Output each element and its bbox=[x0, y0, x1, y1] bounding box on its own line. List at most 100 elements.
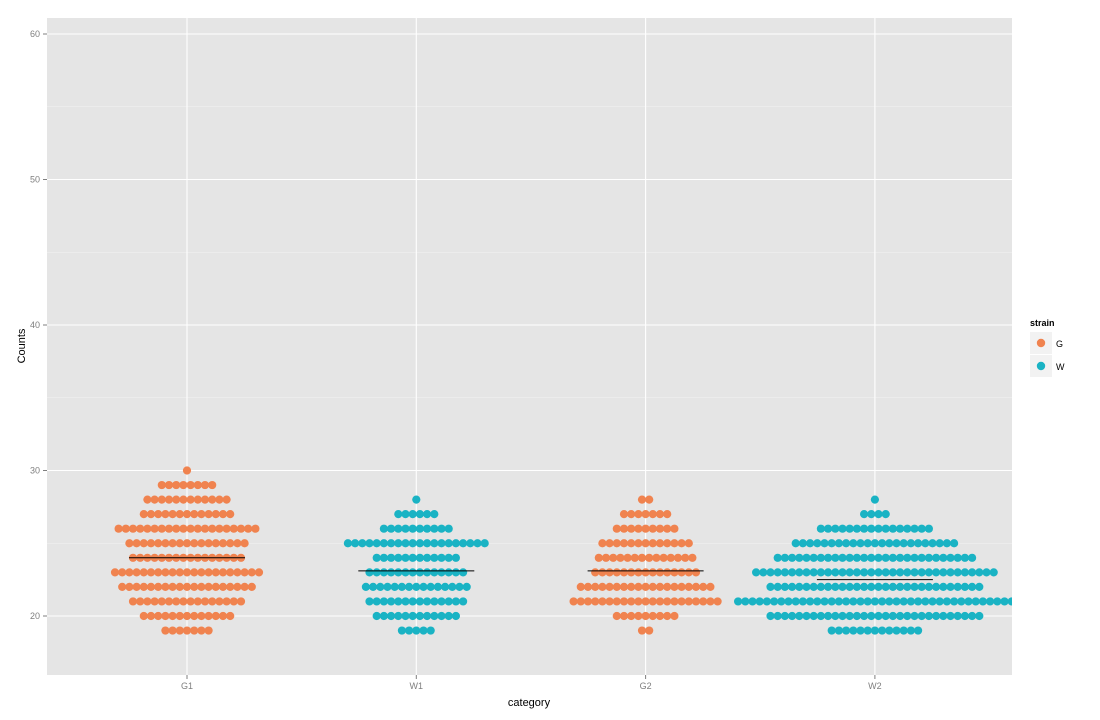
dot-w1 bbox=[459, 539, 468, 548]
dot-g1 bbox=[190, 611, 199, 621]
dot-w2 bbox=[924, 611, 934, 621]
dot-w2 bbox=[924, 524, 934, 533]
dot-w2 bbox=[989, 568, 998, 577]
dot-g1 bbox=[125, 568, 134, 577]
dot-w1 bbox=[343, 539, 352, 548]
dot-g1 bbox=[114, 524, 123, 533]
dot-w1 bbox=[415, 524, 424, 533]
legend-label-g: G bbox=[1056, 339, 1063, 349]
dot-w2 bbox=[788, 568, 797, 577]
dot-g1 bbox=[128, 524, 138, 533]
dot-g2 bbox=[637, 553, 647, 562]
dot-w2 bbox=[885, 626, 894, 635]
dot-w1 bbox=[437, 539, 446, 548]
dot-w2 bbox=[770, 597, 779, 606]
dot-g2 bbox=[648, 568, 657, 577]
dot-w1 bbox=[387, 553, 396, 562]
dot-g1 bbox=[247, 582, 256, 592]
dot-w1 bbox=[372, 539, 381, 548]
dot-w2 bbox=[935, 539, 944, 548]
dot-g2 bbox=[655, 524, 665, 533]
dot-g2 bbox=[670, 582, 679, 592]
dot-w2 bbox=[881, 553, 890, 562]
dot-g1 bbox=[139, 510, 148, 519]
dot-g1 bbox=[197, 626, 206, 635]
dot-w1 bbox=[358, 539, 367, 548]
dot-w2 bbox=[950, 539, 959, 548]
dot-w2 bbox=[888, 611, 898, 621]
dot-g1 bbox=[233, 539, 242, 548]
dot-w1 bbox=[379, 568, 388, 577]
dot-g2 bbox=[634, 597, 643, 606]
dot-g2 bbox=[612, 539, 621, 548]
dot-g2 bbox=[630, 553, 639, 562]
dot-w1 bbox=[397, 626, 406, 635]
dot-w2 bbox=[752, 568, 761, 577]
dot-w2 bbox=[910, 553, 919, 562]
dot-w2 bbox=[802, 568, 811, 577]
dot-g1 bbox=[172, 495, 181, 504]
dot-g1 bbox=[139, 539, 148, 548]
dot-g2 bbox=[673, 553, 683, 562]
dot-w2 bbox=[870, 597, 880, 606]
dot-w1 bbox=[480, 539, 489, 548]
dot-w1 bbox=[365, 539, 374, 548]
dot-w2 bbox=[924, 582, 934, 592]
dot-g1 bbox=[215, 495, 224, 504]
dot-w2 bbox=[788, 611, 797, 621]
dot-g2 bbox=[663, 597, 672, 606]
dot-g1 bbox=[193, 495, 202, 504]
y-tick-label: 30 bbox=[30, 466, 40, 476]
dot-g2 bbox=[605, 582, 614, 592]
dot-g2 bbox=[601, 553, 611, 562]
dot-w2 bbox=[903, 582, 912, 592]
dot-g2 bbox=[627, 611, 636, 621]
dot-g1 bbox=[161, 510, 170, 519]
dot-g1 bbox=[197, 510, 206, 519]
dot-g1 bbox=[168, 510, 177, 519]
dot-g2 bbox=[663, 568, 672, 577]
dot-w1 bbox=[415, 510, 424, 519]
dot-w2 bbox=[856, 597, 865, 606]
dot-g1 bbox=[179, 480, 188, 490]
dot-g1 bbox=[218, 582, 228, 592]
dot-g1 bbox=[154, 582, 163, 592]
y-tick-label: 20 bbox=[30, 611, 40, 621]
dot-g2 bbox=[641, 582, 650, 592]
dot-w2 bbox=[816, 553, 826, 562]
dot-w2 bbox=[867, 568, 876, 577]
dot-w2 bbox=[741, 597, 750, 606]
y-tick-label: 50 bbox=[30, 175, 40, 185]
dot-w1 bbox=[361, 582, 370, 592]
dot-g1 bbox=[211, 582, 220, 592]
dot-w2 bbox=[831, 582, 840, 592]
dot-g2 bbox=[706, 597, 715, 606]
dot-g1 bbox=[154, 611, 163, 621]
dot-w1 bbox=[365, 597, 374, 606]
dot-g1 bbox=[211, 568, 220, 577]
dot-g1 bbox=[132, 582, 141, 592]
dot-w2 bbox=[863, 539, 872, 548]
dot-w2 bbox=[798, 597, 808, 606]
dot-w2 bbox=[906, 626, 916, 635]
dot-g2 bbox=[670, 597, 679, 606]
dot-g1 bbox=[154, 539, 163, 548]
dot-g1 bbox=[139, 568, 148, 577]
dot-g1 bbox=[146, 568, 156, 577]
dot-w2 bbox=[860, 582, 869, 592]
dot-w2 bbox=[820, 597, 829, 606]
dot-w2 bbox=[885, 597, 894, 606]
dot-w2 bbox=[824, 568, 833, 577]
dot-w2 bbox=[788, 553, 797, 562]
dot-g2 bbox=[594, 553, 603, 562]
dot-w2 bbox=[874, 582, 883, 592]
dot-w2 bbox=[968, 553, 977, 562]
dot-w2 bbox=[874, 524, 883, 533]
dot-w2 bbox=[960, 568, 970, 577]
dot-g2 bbox=[684, 539, 693, 548]
dot-w2 bbox=[838, 582, 847, 592]
dot-g1 bbox=[208, 480, 217, 490]
dot-g2 bbox=[634, 611, 643, 621]
dot-w2 bbox=[766, 611, 775, 621]
legend-dot-w bbox=[1036, 361, 1046, 371]
